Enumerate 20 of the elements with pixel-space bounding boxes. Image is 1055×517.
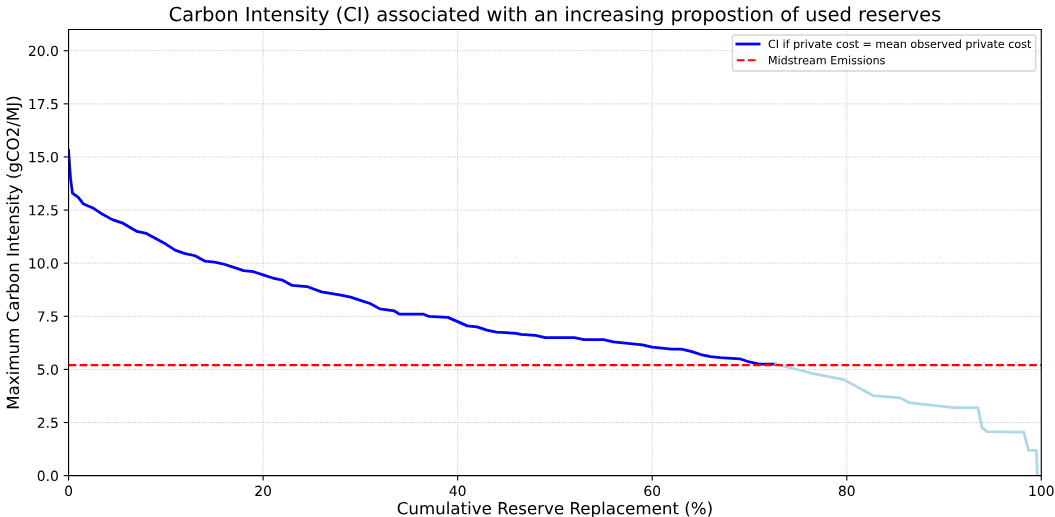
y-tick-label: 5.0 bbox=[37, 364, 58, 375]
y-tick-label: 7.5 bbox=[37, 311, 58, 322]
y-tick-label: 17.5 bbox=[29, 98, 58, 110]
x-tick-label: 40 bbox=[449, 485, 466, 497]
x-axis-title: Cumulative Reserve Replacement (%) bbox=[397, 501, 712, 517]
x-tick-label: 0 bbox=[65, 485, 73, 497]
y-tick-label: 12.5 bbox=[29, 205, 58, 216]
chart-title: Carbon Intensity (CI) associated with an increasing propostion of used reserves bbox=[169, 6, 941, 26]
x-tick-label: 100 bbox=[1029, 485, 1054, 497]
x-tick-label: 80 bbox=[838, 485, 855, 497]
y-tick-label: 2.5 bbox=[37, 417, 58, 428]
y-tick-label: 15.0 bbox=[29, 151, 58, 163]
legend-label: CI if private cost = mean observed private cost bbox=[768, 39, 1032, 51]
x-tick-label: 60 bbox=[644, 485, 661, 497]
legend-label: Midstream Emissions bbox=[769, 55, 885, 65]
y-tick-label: 10.0 bbox=[29, 258, 58, 269]
y-tick-label: 20.0 bbox=[28, 45, 58, 57]
y-tick-label: 0.0 bbox=[37, 470, 58, 482]
x-tick-label: 20 bbox=[255, 485, 272, 497]
y-axis-title: Maximum Carbon Intensity (gCO2/MJ) bbox=[6, 96, 23, 409]
